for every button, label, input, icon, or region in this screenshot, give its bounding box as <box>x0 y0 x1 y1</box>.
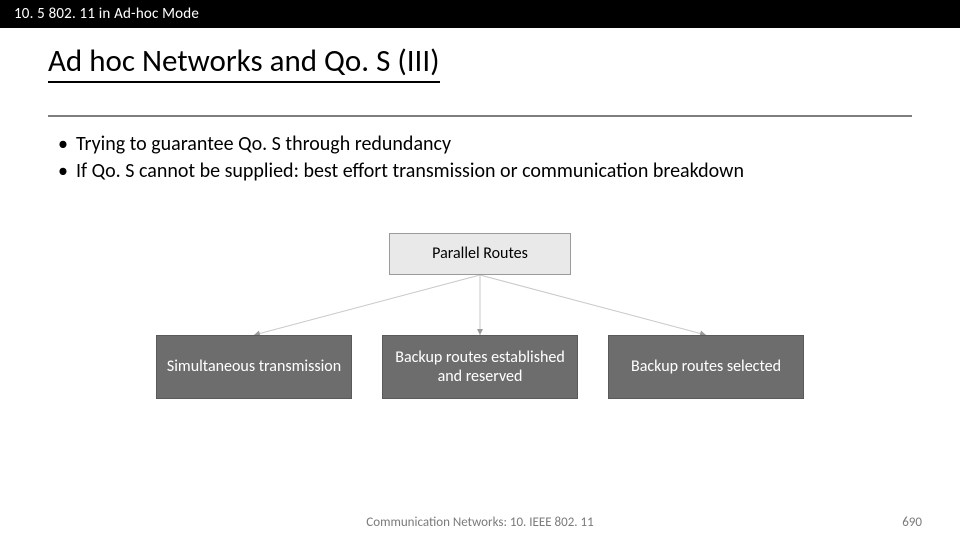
tree-child-node: Simultaneous transmission <box>156 335 352 399</box>
footer-page-number: 690 <box>902 515 922 530</box>
tree-child-node: Backup routes established and reserved <box>382 335 578 399</box>
chapter-text: 10. 5 802. 11 in Ad-hoc Mode <box>14 5 199 23</box>
tree-diagram: Parallel Routes Simultaneous transmissio… <box>0 185 960 485</box>
bullet-list: Trying to guarantee Qo. S through redund… <box>0 117 960 185</box>
chapter-topbar: 10. 5 802. 11 in Ad-hoc Mode <box>0 0 960 28</box>
tree-child-label: Backup routes established and reserved <box>391 348 569 386</box>
bullet-item: If Qo. S cannot be supplied: best effort… <box>58 158 912 185</box>
title-area: Ad hoc Networks and Qo. S (III) <box>0 28 960 93</box>
tree-root-node: Parallel Routes <box>389 233 571 275</box>
tree-child-label: Backup routes selected <box>631 357 781 376</box>
bullet-item: Trying to guarantee Qo. S through redund… <box>58 131 912 158</box>
tree-root-label: Parallel Routes <box>432 244 528 263</box>
tree-child-label: Simultaneous transmission <box>167 357 341 376</box>
tree-child-node: Backup routes selected <box>608 335 804 399</box>
page-title: Ad hoc Networks and Qo. S (III) <box>48 42 440 83</box>
footer-center: Communication Networks: 10. IEEE 802. 11 <box>0 515 960 530</box>
